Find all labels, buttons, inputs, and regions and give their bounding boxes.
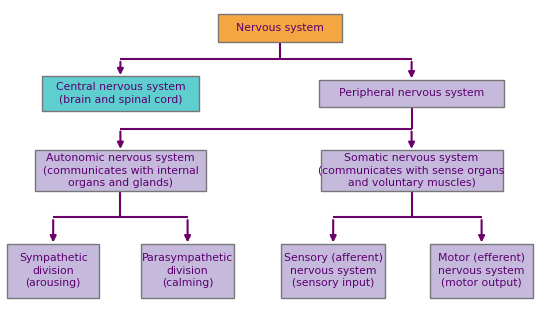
FancyBboxPatch shape [141, 243, 234, 298]
FancyBboxPatch shape [35, 150, 206, 191]
Text: Autonomic nervous system
(communicates with internal
organs and glands): Autonomic nervous system (communicates w… [43, 153, 198, 188]
Text: Central nervous system
(brain and spinal cord): Central nervous system (brain and spinal… [55, 82, 185, 105]
FancyBboxPatch shape [319, 80, 504, 108]
Text: Sympathetic
division
(arousing): Sympathetic division (arousing) [19, 253, 87, 288]
Text: Peripheral nervous system: Peripheral nervous system [339, 89, 484, 98]
Text: Motor (efferent)
nervous system
(motor output): Motor (efferent) nervous system (motor o… [438, 253, 525, 288]
FancyBboxPatch shape [42, 76, 199, 111]
Text: Parasympathetic
division
(calming): Parasympathetic division (calming) [142, 253, 233, 288]
FancyBboxPatch shape [430, 243, 533, 298]
FancyBboxPatch shape [218, 14, 342, 42]
Text: Somatic nervous system
(communicates with sense organs
and voluntary muscles): Somatic nervous system (communicates wit… [319, 153, 505, 188]
Text: Sensory (afferent)
nervous system
(sensory input): Sensory (afferent) nervous system (senso… [284, 253, 382, 288]
FancyBboxPatch shape [320, 150, 503, 191]
FancyBboxPatch shape [281, 243, 385, 298]
Text: Nervous system: Nervous system [236, 23, 324, 33]
FancyBboxPatch shape [7, 243, 100, 298]
